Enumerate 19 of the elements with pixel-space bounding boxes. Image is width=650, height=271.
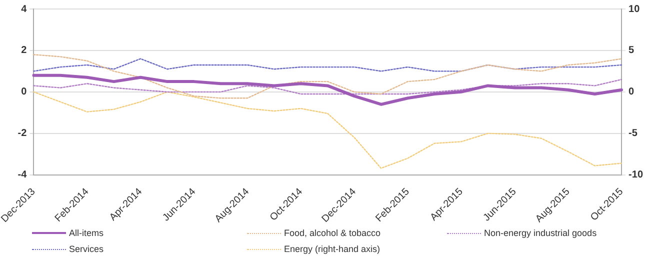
y-tick-label: -4 xyxy=(18,170,28,181)
y2-tick-label: -5 xyxy=(628,128,638,140)
legend-label: Energy (right-hand axis) xyxy=(284,244,380,254)
y2-tick-label: 10 xyxy=(628,4,640,15)
y-tick-label: 4 xyxy=(21,4,28,15)
y2-tick-label: -10 xyxy=(628,170,644,181)
legend-label: All-items xyxy=(69,228,104,238)
line-series xyxy=(33,58,622,72)
y2-tick-label: 5 xyxy=(628,45,635,56)
legend-label: Food, alcohol & tobacco xyxy=(284,228,381,238)
legend-label: Non-energy industrial goods xyxy=(484,228,597,238)
y-tick-label: 0 xyxy=(21,86,28,98)
y2-tick-label: 0 xyxy=(628,86,635,98)
line-series xyxy=(33,91,622,169)
line-series xyxy=(33,78,622,95)
legend-label: Services xyxy=(69,244,104,254)
y-tick-label: -2 xyxy=(18,128,28,140)
line-series xyxy=(33,54,622,99)
y-tick-label: 2 xyxy=(21,45,28,56)
